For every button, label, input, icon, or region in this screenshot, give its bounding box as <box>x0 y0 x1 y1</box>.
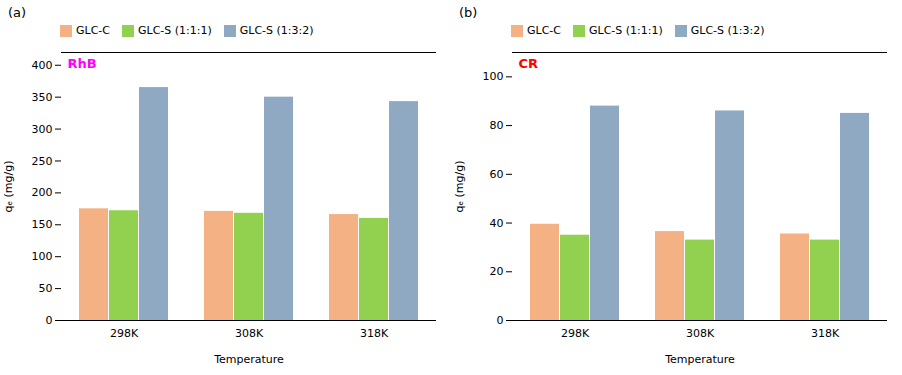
html-text:GLC-S (1:1:1): GLC-S (1:1:1) <box>589 24 663 37</box>
svg-text:0: 0 <box>497 314 504 327</box>
svg-text:400: 400 <box>32 59 53 72</box>
svg-text:250: 250 <box>32 154 53 167</box>
svg-text:200: 200 <box>32 186 53 199</box>
html-text:(a): (a) <box>8 5 27 20</box>
svg-text:0: 0 <box>46 314 53 327</box>
svg-text:100: 100 <box>483 70 504 83</box>
svg-text:300: 300 <box>32 123 53 136</box>
html-text:GLC-C: GLC-C <box>76 24 110 37</box>
html-text:GLC-S (1:3:2): GLC-S (1:3:2) <box>239 24 314 37</box>
svg-text:80: 80 <box>490 119 504 132</box>
svg-text:40: 40 <box>490 217 504 230</box>
svg-text:298K: 298K <box>110 327 139 340</box>
html-text:GLC-S (1:1:1): GLC-S (1:1:1) <box>138 24 212 37</box>
html-text:(b): (b) <box>459 5 478 20</box>
svg-text:RhB: RhB <box>68 56 97 71</box>
svg-text:60: 60 <box>490 168 504 181</box>
svg-text:100: 100 <box>32 250 53 263</box>
svg-text:318K: 318K <box>811 327 840 340</box>
svg-text:CR: CR <box>519 56 539 71</box>
svg-text:qₑ (mg/g): qₑ (mg/g) <box>2 160 15 212</box>
svg-text:qₑ (mg/g): qₑ (mg/g) <box>453 160 466 212</box>
svg-text:308K: 308K <box>235 327 264 340</box>
html-text:GLC-S (1:3:2): GLC-S (1:3:2) <box>690 24 765 37</box>
svg-text:50: 50 <box>39 282 53 295</box>
svg-text:318K: 318K <box>360 327 389 340</box>
svg-text:20: 20 <box>490 265 504 278</box>
svg-text:Temperature: Temperature <box>213 353 284 366</box>
html-text:GLC-C: GLC-C <box>527 24 561 37</box>
svg-text:150: 150 <box>32 218 53 231</box>
svg-text:298K: 298K <box>561 327 590 340</box>
svg-text:308K: 308K <box>686 327 715 340</box>
svg-text:Temperature: Temperature <box>664 353 735 366</box>
svg-text:350: 350 <box>32 91 53 104</box>
